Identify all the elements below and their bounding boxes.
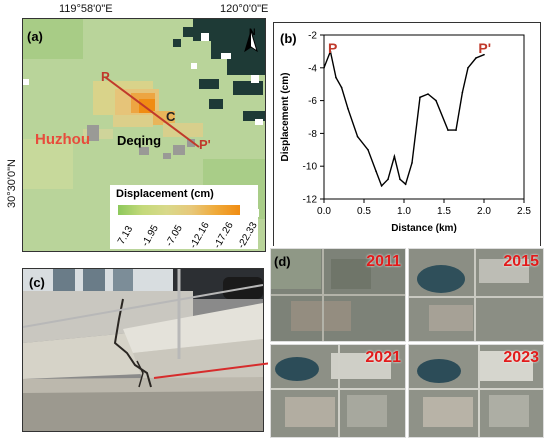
legend-value: -22.33 bbox=[236, 220, 260, 251]
y-tick-label: -4 bbox=[308, 63, 317, 74]
point-c-label: C bbox=[166, 109, 176, 124]
profile-point bbox=[367, 149, 369, 151]
panel-a-label: (a) bbox=[27, 29, 43, 44]
coord-label-120-0: 120°0'0"E bbox=[220, 3, 269, 15]
profile-point bbox=[380, 185, 383, 187]
profile-point bbox=[347, 108, 349, 110]
legend-value: -1.95 bbox=[140, 223, 161, 249]
profile-point bbox=[435, 99, 437, 102]
place-deqing-label: Deqing bbox=[117, 133, 162, 148]
coord-label-30-30: 30°30'0"N bbox=[6, 159, 18, 208]
profile-point bbox=[455, 129, 457, 131]
y-tick-label: -2 bbox=[308, 31, 317, 42]
profile-point bbox=[447, 129, 449, 131]
point-p-prime-label: P' bbox=[478, 40, 491, 56]
profile-point bbox=[411, 162, 413, 164]
profile-point bbox=[461, 91, 464, 94]
coord-label-119-58: 119°58'0"E bbox=[59, 3, 113, 15]
y-tick-label: -8 bbox=[308, 129, 317, 140]
north-label: N bbox=[249, 27, 256, 37]
profile-point bbox=[404, 183, 407, 186]
north-arrow-icon bbox=[243, 29, 259, 55]
year-label: 2015 bbox=[503, 253, 539, 270]
legend-title: Displacement (cm) bbox=[116, 188, 214, 200]
x-tick-label: 0.0 bbox=[317, 206, 331, 217]
displacement-profile-chart: (b) 0.0 0.5 1.0 1.5 2.0 2.5 -2 -4 -6 -8 -10 -12 Dist… bbox=[273, 22, 541, 256]
profile-point bbox=[335, 76, 337, 79]
profile-point bbox=[483, 53, 485, 56]
profile-point bbox=[356, 135, 359, 138]
profile-point bbox=[323, 67, 325, 69]
y-tick-label: -6 bbox=[308, 96, 317, 107]
panel-d-label: (d) bbox=[274, 254, 291, 269]
plot-frame bbox=[323, 34, 525, 200]
point-p-label: P bbox=[101, 69, 110, 84]
legend-color-bar bbox=[118, 205, 240, 215]
profile-point bbox=[475, 57, 477, 59]
x-tick-label: 2.0 bbox=[477, 206, 491, 217]
point-p-prime-label: P' bbox=[199, 137, 211, 152]
legend-value: -17.26 bbox=[212, 220, 236, 251]
profile-point bbox=[329, 50, 332, 53]
crack-photo-image bbox=[23, 269, 263, 431]
profile-line bbox=[323, 48, 485, 188]
panel-c-label: (c) bbox=[29, 275, 45, 290]
satellite-image-2021: 2021 bbox=[270, 344, 406, 438]
profile-point bbox=[427, 93, 429, 95]
profile-point bbox=[387, 178, 389, 181]
satellite-image-2015: 2015 bbox=[408, 248, 544, 342]
x-tick-label: 0.5 bbox=[357, 206, 371, 217]
profile-point bbox=[393, 155, 396, 158]
profile-point bbox=[419, 96, 421, 99]
y-tick-label: -10 bbox=[303, 162, 318, 173]
profile-point bbox=[340, 86, 343, 89]
crack-photo: (c) bbox=[22, 268, 264, 432]
profile-point bbox=[399, 178, 401, 181]
profile-point bbox=[375, 170, 377, 172]
point-p-label: P bbox=[328, 40, 337, 56]
legend-values: 7.13 -1.95 -7.05 -12.16 -17.26 -22.33 bbox=[112, 219, 260, 250]
legend-value: -12.16 bbox=[188, 220, 212, 251]
year-label: 2023 bbox=[503, 349, 539, 366]
y-tick-label: -12 bbox=[303, 195, 318, 206]
displacement-map: (a) N P C P' Huzhou Deqing Displacement … bbox=[22, 18, 266, 252]
legend-value: -7.05 bbox=[164, 223, 185, 249]
x-tick-label: 1.5 bbox=[437, 206, 451, 217]
year-label: 2011 bbox=[366, 253, 401, 270]
year-label: 2021 bbox=[365, 349, 401, 366]
x-tick-label: 2.5 bbox=[517, 206, 531, 217]
displacement-legend: Displacement (cm) 7.13 -1.95 -7.05 -12.1… bbox=[110, 185, 260, 251]
x-tick-label: 1.0 bbox=[397, 206, 411, 217]
y-axis-label: Displacement (cm) bbox=[280, 73, 291, 162]
satellite-image-2011: 2011 bbox=[270, 248, 406, 342]
x-axis-label: Distance (km) bbox=[391, 223, 457, 234]
profile-chart-svg: 0.0 0.5 1.0 1.5 2.0 2.5 -2 -4 -6 -8 -10 -12 Distance… bbox=[280, 31, 531, 235]
legend-value: 7.13 bbox=[116, 224, 136, 247]
satellite-image-2023: 2023 bbox=[408, 344, 544, 438]
panel-b-label: (b) bbox=[280, 31, 297, 46]
place-huzhou-label: Huzhou bbox=[35, 131, 90, 148]
profile-point bbox=[467, 67, 469, 69]
satellite-time-series: 2011 2015 2021 bbox=[268, 246, 544, 438]
